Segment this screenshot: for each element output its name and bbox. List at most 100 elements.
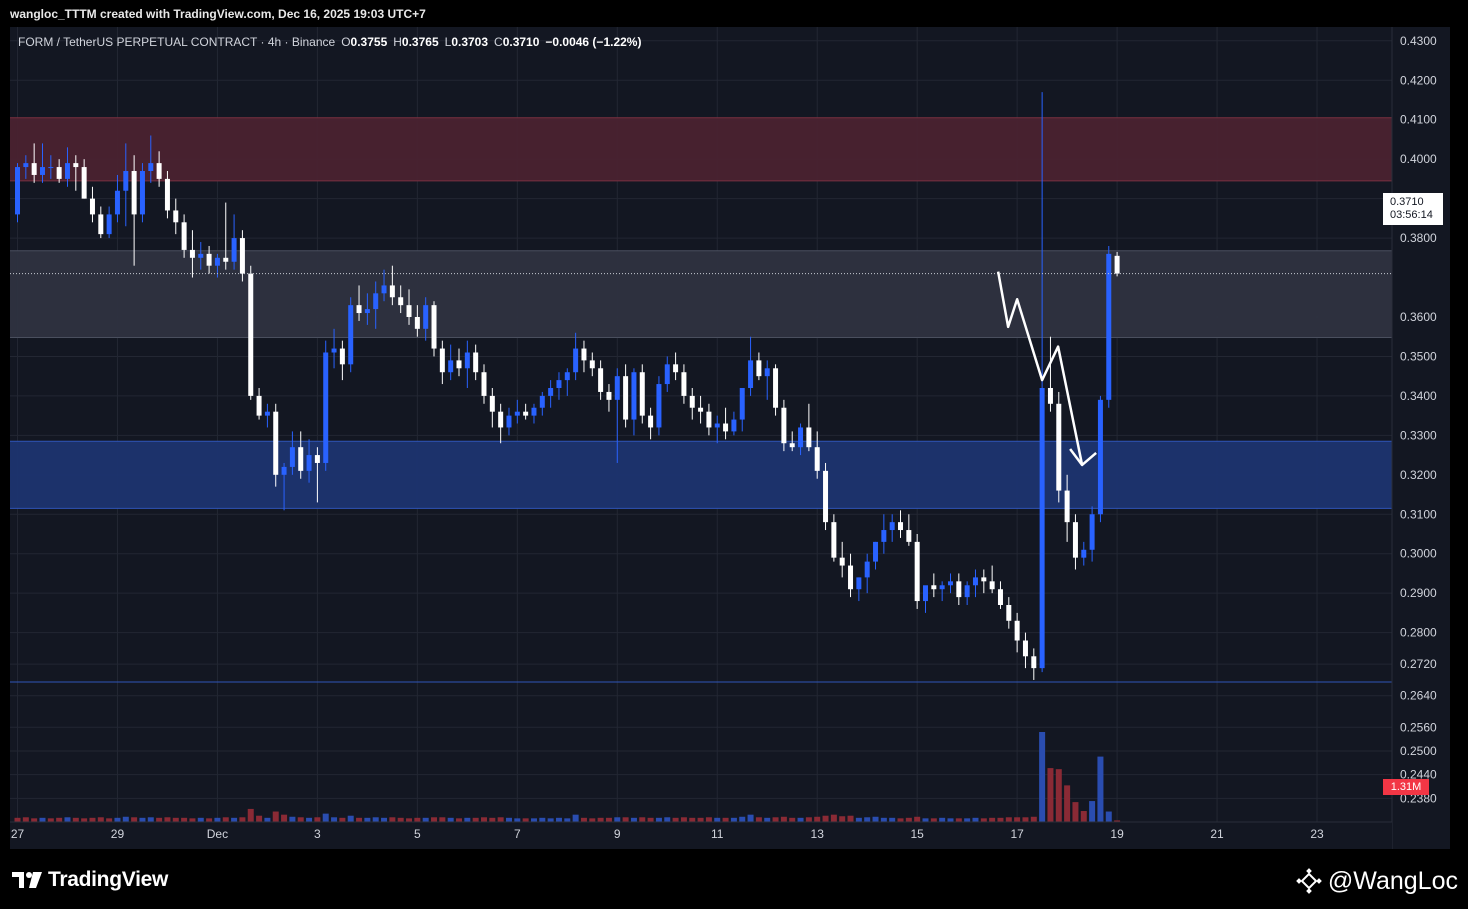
volume-bar [580,817,587,822]
candle-body [189,249,195,258]
candle-body [739,388,745,420]
volume-bar [439,817,446,822]
last-price-badge: 0.3710 03:56:14 [1383,193,1443,225]
candle-body [289,447,295,467]
candle-body [1097,399,1103,515]
volume-bar [431,817,438,822]
volume-bar [231,817,238,822]
volume-bar [972,817,979,822]
time-tick-label: 9 [614,827,621,841]
time-tick-label: 5 [414,827,421,841]
candle-body [339,348,345,365]
volume-bar [930,818,937,822]
volume-bar [456,818,463,822]
candle-body [706,411,712,428]
candle-body [748,360,754,389]
time-tick-label: 21 [1210,827,1224,841]
volume-badge: 1.31M [1383,779,1429,795]
price-tick-label: 0.4300 [1400,34,1437,48]
volume-bar [680,817,687,822]
candle-body [714,423,720,428]
candle-body [156,163,162,179]
candle-body [789,443,795,448]
candle-body [14,167,20,215]
price-tick-label: 0.3300 [1400,428,1437,442]
candle-body [81,167,87,199]
candle-body [23,163,29,168]
volume-bar [822,815,829,822]
volume-bar [164,817,171,822]
candle-body [164,178,170,211]
volume-bar [1097,756,1104,822]
volume-bar [464,817,471,822]
volume-bar [630,817,637,822]
footer-bar: TradingView @WangLoc [0,852,1468,909]
candle-body [873,541,879,562]
volume-bar [814,816,821,822]
volume-bar [780,816,787,822]
price-tick-label: 0.3100 [1400,507,1437,521]
candle-body [264,411,270,416]
volume-bar [272,811,279,822]
candle-body [606,391,612,400]
candle-body [406,305,412,317]
volume-bar [214,817,221,822]
price-tick-label: 0.2500 [1400,744,1437,758]
price-tick-label: 0.3500 [1400,349,1437,363]
volume-bar [1039,732,1046,822]
candle-body [864,561,870,578]
candle-body [556,380,562,389]
volume-bar [772,817,779,822]
volume-bar [331,817,338,822]
volume-bar [622,817,629,822]
candle-body [306,455,312,471]
candle-body [331,348,337,353]
candle-body [914,541,920,602]
candle-body [1022,640,1028,657]
candle-body [656,384,662,428]
candle-body [614,376,620,400]
chart-frame[interactable]: 0.43000.42000.41000.40000.39000.38000.36… [10,27,1450,849]
volume-bar [306,817,313,822]
symbol-name[interactable]: FORM / TetherUS PERPETUAL CONTRACT · 4h … [18,35,336,49]
volume-bar [322,813,329,822]
candle-body [1064,490,1070,523]
volume-bar [522,818,529,822]
candle-body [548,388,554,396]
high-label: H [393,35,402,49]
volume-bar [264,817,271,822]
candle-body [756,360,762,377]
candle-body [89,198,95,215]
volume-bar [181,817,188,822]
volume-bar [672,817,679,822]
open-value: 0.3755 [350,35,388,49]
volume-bar [197,817,204,822]
candle-body [456,360,462,369]
support-zone [10,441,1392,509]
volume-bar [1030,816,1037,822]
candle-body [623,376,629,420]
candle-body [589,360,595,369]
time-tick-label: 17 [1010,827,1024,841]
projection-path [996,271,1084,466]
candle-body [514,411,520,416]
volume-bar [139,817,146,822]
candle-body [664,364,670,385]
volume-bar [472,817,479,822]
volume-bar [1105,811,1112,822]
candle-body [106,214,112,235]
candle-body [889,522,895,531]
candle-body [448,360,454,373]
candle-body [531,407,537,416]
candle-body [689,395,695,408]
volume-bar [805,817,812,822]
price-chart[interactable]: 0.43000.42000.41000.40000.39000.38000.36… [10,27,1450,849]
candle-body [831,522,837,558]
candle-body [648,415,654,428]
candle-body [48,167,54,169]
volume-bar [422,817,429,822]
projection-arrowhead [1069,448,1097,467]
last-price-value: 0.3710 [1390,196,1424,208]
tradingview-logo[interactable]: TradingView [12,868,168,892]
volume-bar [547,818,554,822]
